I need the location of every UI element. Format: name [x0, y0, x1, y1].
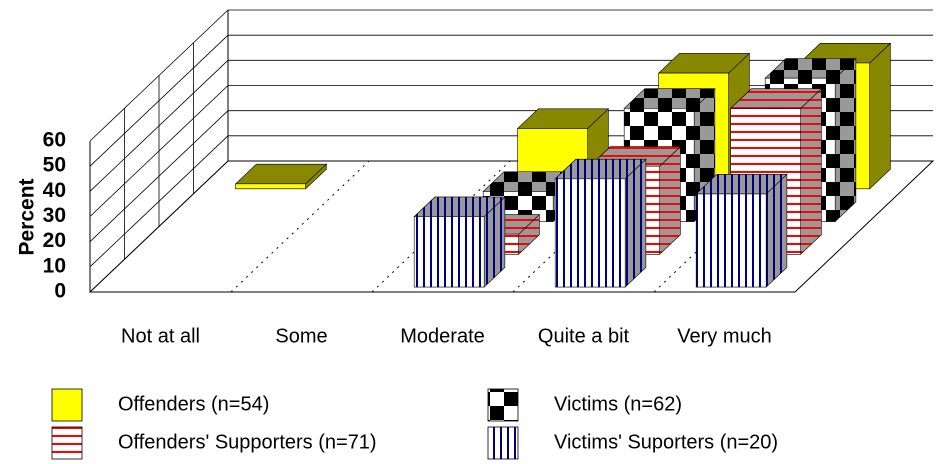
legend-swatch: [487, 426, 519, 460]
y-tick-label: 50: [43, 154, 66, 177]
y-tick-label: 40: [43, 179, 66, 202]
bar-side: [834, 57, 857, 223]
bar-side: [624, 158, 647, 288]
bar-side: [869, 42, 891, 190]
bar: [234, 163, 328, 190]
y-tick-label: 10: [43, 254, 66, 277]
x-tick-label: Quite a bit: [538, 325, 630, 347]
x-tick-label: Very much: [677, 325, 771, 347]
x-tick-label: Moderate: [400, 325, 485, 347]
bar-side: [800, 88, 822, 256]
legend-label: Offenders' Supporters (n=71): [118, 431, 377, 453]
x-tick-label: Some: [275, 325, 327, 347]
bar: [413, 196, 506, 288]
legend-swatch: [51, 426, 83, 460]
legend-label: Offenders (n=54): [118, 393, 269, 415]
bar-front: [413, 216, 485, 288]
bar: [695, 173, 788, 288]
y-tick-label: 30: [43, 204, 66, 227]
grid-line: [89, 9, 933, 142]
bar-front: [695, 193, 767, 288]
y-tick-label: 60: [43, 129, 66, 152]
y-tick-label: 20: [43, 229, 66, 252]
bar: [554, 158, 647, 288]
y-tick-label: 0: [54, 280, 66, 303]
y-axis-label: Percent: [16, 178, 39, 255]
legend-swatch: [51, 388, 83, 422]
bar-front: [554, 178, 626, 288]
grid-line: [89, 34, 933, 167]
legend-label: Victims' Suporters (n=20): [554, 431, 778, 453]
legend-swatch: [487, 388, 519, 422]
x-tick-label: Not at all: [121, 325, 200, 347]
bar-front: [235, 183, 306, 190]
legend-label: Victims (n=62): [554, 393, 682, 415]
